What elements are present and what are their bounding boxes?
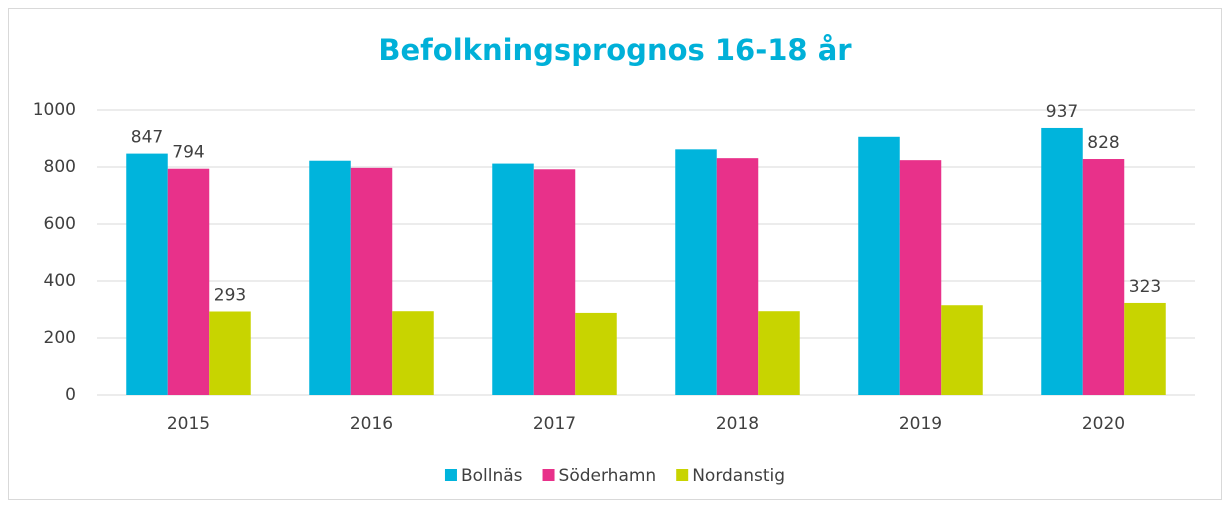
bar <box>209 311 251 395</box>
bar <box>126 153 168 395</box>
data-label: 828 <box>1087 133 1119 153</box>
y-tick-label: 200 <box>44 328 76 348</box>
x-tick-label: 2015 <box>167 414 210 434</box>
bar <box>716 158 759 395</box>
bar <box>167 168 210 395</box>
bar <box>392 311 434 395</box>
legend-swatch <box>676 469 689 481</box>
legend-label: Nordanstig <box>692 466 785 486</box>
bar <box>899 160 942 395</box>
data-label: 323 <box>1129 277 1161 297</box>
legend-swatch <box>444 469 457 481</box>
x-tick-label: 2019 <box>899 414 942 434</box>
y-tick-label: 600 <box>44 214 76 234</box>
y-tick-label: 0 <box>65 385 76 405</box>
bar <box>1124 302 1166 395</box>
x-tick-label: 2016 <box>350 414 393 434</box>
data-label: 293 <box>214 285 246 305</box>
y-tick-label: 1000 <box>33 100 76 120</box>
bar <box>758 311 800 395</box>
x-tick-label: 2017 <box>533 414 576 434</box>
bar <box>350 167 393 395</box>
y-tick-label: 400 <box>44 271 76 291</box>
chart-border <box>8 8 1222 500</box>
chart-title: Befolkningsprognos 16-18 år <box>378 33 852 67</box>
bar <box>941 305 983 395</box>
y-tick-label: 800 <box>44 157 76 177</box>
bar <box>575 312 617 395</box>
data-label: 794 <box>172 143 204 163</box>
x-tick-label: 2018 <box>716 414 759 434</box>
bar <box>675 149 717 395</box>
bar <box>858 136 900 396</box>
bar <box>533 169 576 395</box>
legend-label: Söderhamn <box>559 466 657 486</box>
legend-swatch <box>542 469 555 481</box>
data-label: 847 <box>131 128 163 148</box>
data-label: 937 <box>1046 102 1078 122</box>
legend-label: Bollnäs <box>461 466 523 486</box>
bar <box>1082 159 1125 395</box>
bar <box>492 163 534 395</box>
x-tick-label: 2020 <box>1082 414 1125 434</box>
bar <box>309 160 351 395</box>
bar <box>1041 127 1083 395</box>
